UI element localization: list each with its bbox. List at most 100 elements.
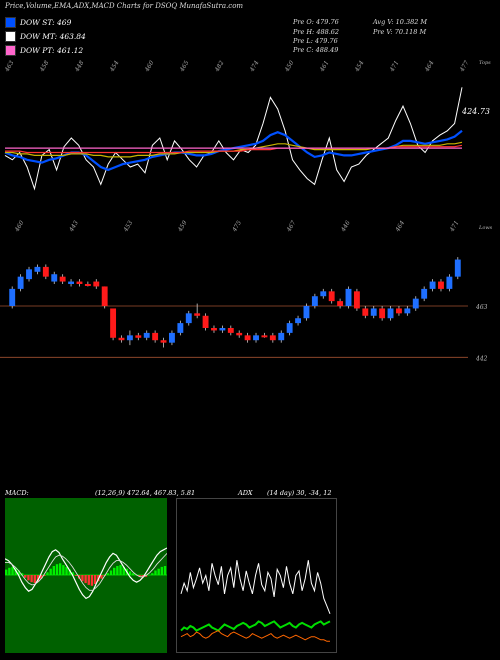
- macd-histogram-bar: [17, 570, 21, 575]
- legend-swatch-dow-st: [5, 17, 16, 28]
- candle-body: [135, 335, 142, 338]
- candle-body: [169, 332, 175, 343]
- ema-series-line: [4, 129, 463, 172]
- candle-body: [286, 323, 293, 333]
- candle-body: [337, 301, 344, 306]
- top-tick-label: 465: [178, 59, 190, 73]
- ema-series-line: [4, 87, 463, 191]
- macd-histogram-bar: [128, 571, 132, 575]
- legend-swatch-dow-mt: [5, 31, 16, 42]
- macd-histogram-bar: [93, 575, 97, 584]
- macd-histogram-bar: [55, 564, 59, 575]
- bottom-tick-label: 460: [13, 219, 25, 233]
- macd-histogram-bar: [5, 569, 8, 575]
- adx-panel: [176, 498, 337, 653]
- macd-histogram-bar: [157, 568, 160, 575]
- macd-histogram-bar: [43, 575, 46, 576]
- main-chart-svg: 463 458 448 454 460 465 482 474 450 461 454 471 464 4…: [0, 59, 493, 362]
- candle-body: [404, 308, 411, 314]
- bottom-tick-label: 446: [339, 219, 351, 233]
- candle-body: [370, 308, 377, 316]
- macd-values: (12,26,9) 472.64, 467.83, 5.81: [95, 489, 196, 497]
- macd-histogram-bar: [65, 566, 68, 575]
- adx-title: ADX: [238, 489, 253, 497]
- lows-corner-label: Lows: [478, 225, 493, 231]
- candle-body: [353, 291, 360, 309]
- macd-histogram-bar: [8, 567, 11, 575]
- candle-body: [269, 335, 276, 341]
- top-tick-label: 450: [283, 59, 295, 73]
- macd-panel: [4, 498, 168, 653]
- bottom-tick-label: 464: [394, 219, 406, 233]
- top-tick-label: 461: [318, 60, 330, 74]
- bottom-tick-label: 471: [448, 220, 460, 234]
- macd-histogram-bar: [100, 575, 103, 579]
- macd-histogram-bar: [84, 575, 87, 584]
- macd-histogram-bar: [59, 563, 62, 575]
- candle-body: [396, 308, 402, 314]
- macd-histogram-bar: [68, 569, 71, 575]
- macd-histogram-bar: [62, 565, 65, 575]
- macd-histogram-bar: [90, 575, 94, 586]
- candle-body: [194, 313, 201, 316]
- candle-body: [101, 286, 108, 306]
- stat-avg-volume: Avg V: 10.382 M: [373, 18, 428, 26]
- macd-histogram-bar: [81, 575, 84, 582]
- macd-histogram-bar: [49, 568, 52, 575]
- candle-body: [219, 328, 226, 331]
- reference-level-label: 463: [475, 304, 488, 311]
- candle-body: [328, 291, 335, 302]
- bottom-tick-label: 453: [122, 219, 134, 233]
- macd-histogram-bar: [46, 572, 49, 575]
- legend-dow-pt: DOW PT: 461.12: [5, 45, 83, 56]
- bottom-tick-label: 467: [285, 219, 297, 233]
- candle-body: [9, 288, 16, 306]
- macd-histogram-bar: [74, 575, 78, 576]
- bottom-tick-label: 475: [231, 219, 243, 233]
- macd-histogram-bar: [132, 573, 135, 575]
- candle-body: [311, 296, 318, 306]
- macd-histogram-bar: [71, 572, 75, 575]
- candle-body: [17, 276, 24, 289]
- macd-histogram-bar: [116, 566, 119, 575]
- top-tick-label: 463: [3, 59, 15, 73]
- candle-body: [379, 308, 386, 319]
- macd-histogram-bar: [30, 575, 33, 583]
- stat-prev-low: Pre L: 479.76: [293, 37, 338, 45]
- adx-series-line: [180, 630, 330, 642]
- candle-body: [412, 298, 419, 309]
- bottom-tick-label: 443: [68, 219, 80, 233]
- candle-body: [51, 274, 58, 282]
- candle-body: [303, 306, 310, 319]
- stat-prev-high: Pre H: 488.62: [293, 28, 340, 36]
- top-tick-label: 477: [458, 59, 470, 73]
- top-tick-label: 464: [423, 59, 435, 73]
- reference-level-label: 442: [475, 355, 488, 362]
- candle-body: [454, 259, 461, 277]
- candle-body: [261, 335, 268, 338]
- stat-prev-close: Pre C: 488.49: [293, 46, 339, 54]
- candle-body: [59, 276, 66, 282]
- candle-body: [118, 337, 125, 341]
- top-tick-label: 460: [143, 59, 155, 73]
- candle-body: [110, 308, 117, 338]
- legend-label-dow-st: DOW ST: 469: [20, 18, 72, 27]
- macd-histogram-bar: [33, 575, 36, 584]
- macd-title: MACD:: [5, 489, 29, 497]
- candle-body: [177, 323, 184, 333]
- legend-dow-st: DOW ST: 469: [5, 17, 71, 28]
- adx-values: ADX (14 day) 30, -34, 12: [238, 489, 331, 497]
- macd-histogram-bar: [52, 566, 56, 575]
- macd-line: [4, 547, 168, 600]
- macd-histogram-bar: [119, 565, 122, 575]
- tops-corner-label: Tops: [479, 60, 491, 66]
- candle-body: [387, 308, 394, 319]
- candle-body: [152, 332, 159, 341]
- candle-body: [244, 335, 251, 341]
- candle-body: [126, 335, 133, 341]
- candle-body: [421, 288, 428, 299]
- macd-histogram-bar: [113, 567, 116, 575]
- candle-body: [211, 328, 217, 331]
- legend-dow-mt: DOW MT: 463.84: [5, 31, 86, 42]
- macd-histogram-bar: [154, 570, 157, 575]
